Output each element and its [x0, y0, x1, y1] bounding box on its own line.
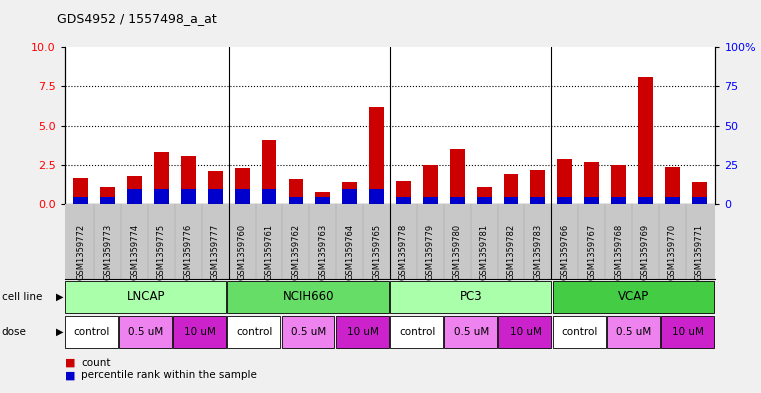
- Text: control: control: [562, 327, 598, 337]
- Bar: [450, 149, 465, 204]
- Bar: [100, 187, 115, 204]
- Text: control: control: [399, 327, 435, 337]
- Bar: [288, 179, 304, 204]
- FancyBboxPatch shape: [607, 316, 660, 348]
- Bar: [181, 189, 196, 204]
- Bar: [315, 196, 330, 204]
- Bar: [127, 189, 142, 204]
- FancyBboxPatch shape: [282, 316, 334, 348]
- Bar: [154, 189, 169, 204]
- Bar: [423, 165, 438, 204]
- Text: 10 uM: 10 uM: [184, 327, 216, 337]
- Bar: [73, 196, 88, 204]
- Bar: [396, 181, 411, 204]
- FancyBboxPatch shape: [336, 316, 389, 348]
- Bar: [154, 152, 169, 204]
- Bar: [342, 182, 357, 204]
- Text: PC3: PC3: [460, 290, 482, 303]
- Text: VCAP: VCAP: [619, 290, 650, 303]
- FancyBboxPatch shape: [552, 281, 714, 313]
- Bar: [234, 189, 250, 204]
- Bar: [557, 196, 572, 204]
- Bar: [557, 159, 572, 204]
- Bar: [73, 178, 88, 204]
- FancyBboxPatch shape: [119, 316, 172, 348]
- Bar: [611, 196, 626, 204]
- FancyBboxPatch shape: [390, 281, 551, 313]
- FancyBboxPatch shape: [228, 281, 389, 313]
- Text: control: control: [236, 327, 272, 337]
- Bar: [208, 171, 223, 204]
- Text: 10 uM: 10 uM: [672, 327, 704, 337]
- Bar: [530, 170, 546, 204]
- Bar: [423, 196, 438, 204]
- Text: 10 uM: 10 uM: [510, 327, 542, 337]
- Bar: [127, 176, 142, 204]
- Text: 0.5 uM: 0.5 uM: [454, 327, 489, 337]
- Text: 0.5 uM: 0.5 uM: [129, 327, 164, 337]
- Text: 0.5 uM: 0.5 uM: [616, 327, 651, 337]
- Text: percentile rank within the sample: percentile rank within the sample: [81, 370, 257, 380]
- Bar: [100, 196, 115, 204]
- Bar: [396, 196, 411, 204]
- Text: ▶: ▶: [56, 292, 63, 302]
- Bar: [692, 196, 707, 204]
- FancyBboxPatch shape: [174, 316, 226, 348]
- Bar: [692, 182, 707, 204]
- Text: ▶: ▶: [56, 327, 63, 337]
- Bar: [504, 174, 518, 204]
- Text: control: control: [74, 327, 110, 337]
- Text: dose: dose: [2, 327, 27, 337]
- Bar: [450, 196, 465, 204]
- Text: LNCAP: LNCAP: [127, 290, 165, 303]
- FancyBboxPatch shape: [444, 316, 497, 348]
- Bar: [208, 189, 223, 204]
- Bar: [476, 196, 492, 204]
- Bar: [234, 168, 250, 204]
- Text: ■: ■: [65, 358, 75, 368]
- Bar: [181, 156, 196, 204]
- Bar: [288, 196, 304, 204]
- Bar: [638, 77, 653, 204]
- Bar: [638, 196, 653, 204]
- FancyBboxPatch shape: [552, 316, 606, 348]
- Bar: [584, 196, 599, 204]
- Bar: [476, 187, 492, 204]
- Bar: [315, 192, 330, 204]
- FancyBboxPatch shape: [65, 281, 226, 313]
- Text: ■: ■: [65, 370, 75, 380]
- Bar: [611, 165, 626, 204]
- Bar: [369, 107, 384, 204]
- FancyBboxPatch shape: [661, 316, 714, 348]
- Bar: [262, 189, 276, 204]
- Bar: [262, 140, 276, 204]
- Text: count: count: [81, 358, 111, 368]
- Bar: [504, 196, 518, 204]
- Bar: [665, 167, 680, 204]
- Bar: [584, 162, 599, 204]
- FancyBboxPatch shape: [65, 316, 117, 348]
- Text: cell line: cell line: [2, 292, 42, 302]
- Bar: [369, 189, 384, 204]
- Text: 0.5 uM: 0.5 uM: [291, 327, 326, 337]
- Text: NCIH660: NCIH660: [283, 290, 334, 303]
- FancyBboxPatch shape: [498, 316, 551, 348]
- Bar: [342, 189, 357, 204]
- Bar: [530, 196, 546, 204]
- FancyBboxPatch shape: [390, 316, 443, 348]
- Text: GDS4952 / 1557498_a_at: GDS4952 / 1557498_a_at: [57, 12, 217, 25]
- Text: 10 uM: 10 uM: [347, 327, 379, 337]
- FancyBboxPatch shape: [228, 316, 280, 348]
- Bar: [665, 196, 680, 204]
